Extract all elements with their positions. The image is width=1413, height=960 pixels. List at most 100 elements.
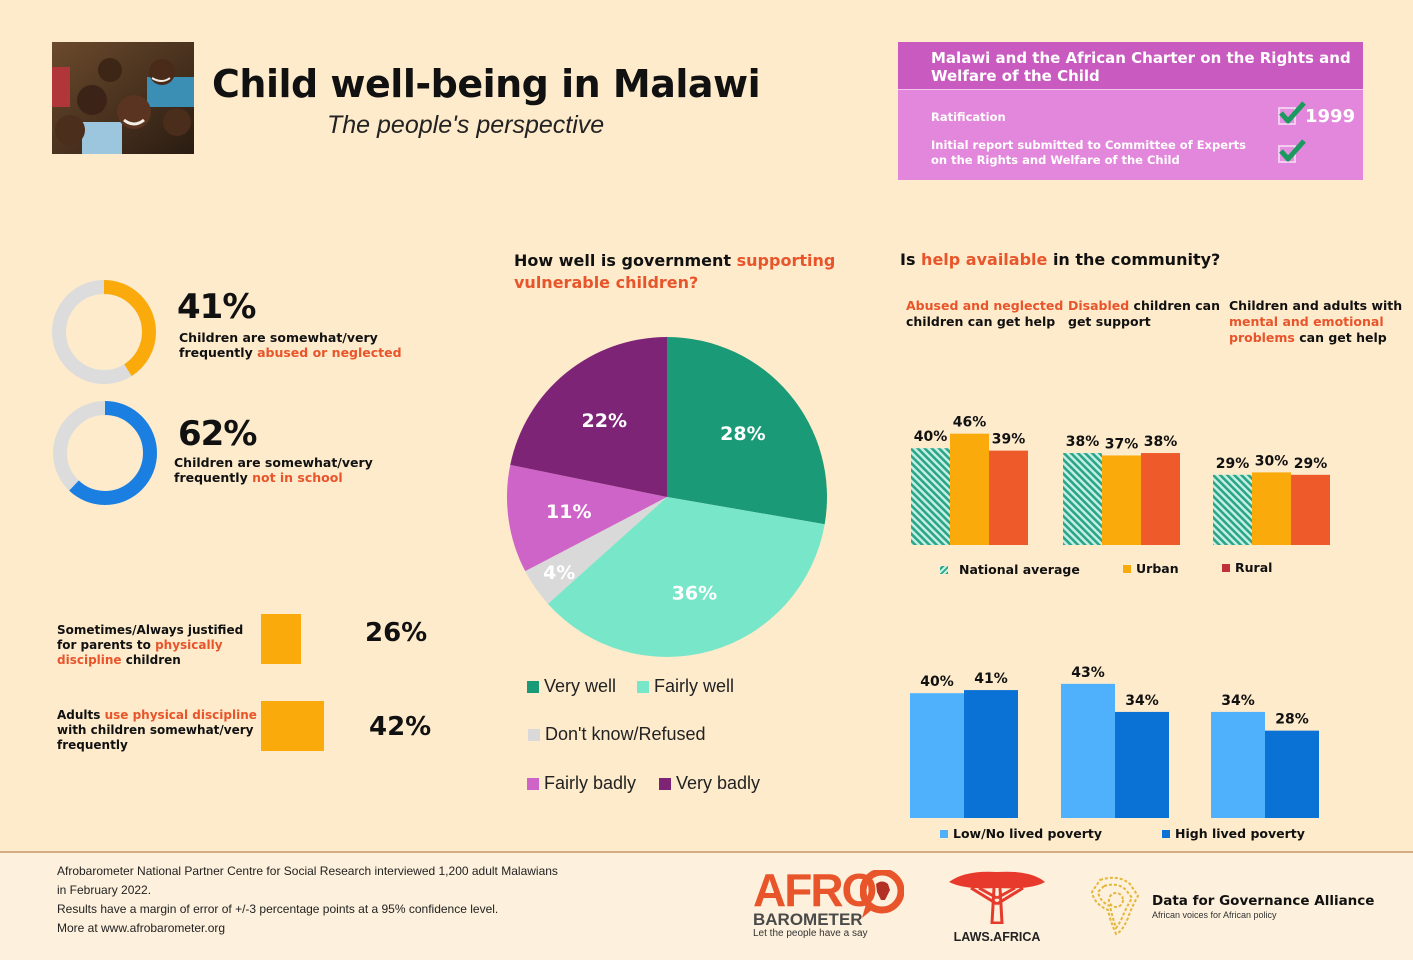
bar-value-label: 34% [1125, 693, 1159, 709]
bar-value-label: 40% [920, 674, 954, 690]
ratification-checkbox [1278, 101, 1306, 125]
pie-data-label: 28% [720, 423, 765, 445]
legend-fairly-badly: Fairly badly [527, 773, 636, 794]
bar-value-label: 40% [914, 429, 948, 445]
mental-highlight1: mental and emotional [1229, 314, 1384, 329]
barometer-wordmark: BAROMETER [753, 910, 863, 929]
pie-question-prefix: How well is government [514, 251, 737, 270]
initial-report-label: Initial report submitted to Committee of… [931, 138, 1246, 168]
legend-swatch [637, 680, 649, 693]
help-q-prefix: Is [900, 250, 922, 269]
legend-urban: Urban [1123, 561, 1179, 576]
disabled-rest2: get support [1068, 314, 1151, 329]
footer-line: Results have a margin of error of +/-3 p… [57, 902, 499, 916]
legend-rural: Rural [1222, 560, 1272, 575]
bar-value-label: 38% [1144, 434, 1178, 450]
use-line1-highlight: use physical discipline [104, 708, 257, 722]
legend-dont-know: Don't know/Refused [528, 724, 706, 745]
legend-high-poverty: High lived poverty [1162, 826, 1305, 841]
bar-low-no-lived-poverty [1211, 711, 1265, 818]
legend-label: Very badly [676, 773, 761, 793]
legend-swatch [659, 777, 671, 790]
abuse-description: Children are somewhat/very frequently ab… [179, 330, 402, 360]
legend-label: Low/No lived poverty [953, 826, 1103, 841]
discipline-use-label: Adults use physical discipline with chil… [57, 708, 257, 753]
discipline-justified-percent: 26% [365, 618, 428, 648]
abuse-percent: 41% [177, 287, 256, 327]
legend-label: National average [959, 562, 1080, 577]
pie-chart: 28% 36% 4% 11% 22% [507, 337, 827, 658]
legend-very-well: Very well [527, 676, 616, 697]
school-description: Children are somewhat/very frequently no… [174, 455, 373, 485]
discipline-justified-label: Sometimes/Always justified for parents t… [57, 623, 243, 668]
poverty-bar-chart: 40% 41% 43% 34% 34% 28% [910, 665, 1319, 818]
legend-label: Urban [1136, 561, 1179, 576]
pie-slice-very-badly [510, 337, 667, 497]
bar-value-label: 39% [992, 432, 1026, 448]
abuse-donut-chart [52, 280, 156, 384]
category-abused-label: Abused and neglected children can get he… [906, 298, 1063, 330]
bar-urban [1252, 472, 1291, 545]
laws-wordmark: LAWS.AFRICA [953, 930, 1041, 944]
legend-swatch [1123, 564, 1131, 573]
legend-national-average: National average [940, 562, 1080, 577]
legend-swatch [1162, 829, 1170, 838]
bar-value-label: 46% [953, 415, 987, 431]
laws-africa-logo: LAWS.AFRICA [945, 868, 1049, 944]
legend-very-badly: Very badly [659, 773, 760, 794]
bar-value-label: 29% [1294, 456, 1328, 472]
bar-low-no-lived-poverty [1061, 683, 1115, 818]
legend-low-poverty: Low/No lived poverty [940, 826, 1102, 841]
africa-speech-bubble-icon [860, 870, 904, 918]
justified-line1: Sometimes/Always justified [57, 623, 244, 637]
legend-swatch [1222, 563, 1230, 572]
discipline-use-percent: 42% [369, 712, 432, 742]
category-mental-label: Children and adults with mental and emot… [1229, 298, 1402, 346]
legend-swatch [940, 565, 948, 574]
initial-report-line2: on the Rights and Welfare of the Child [931, 153, 1180, 167]
page-title: Child well-being in Malawi [212, 62, 761, 106]
school-percent: 62% [178, 414, 257, 454]
school-desc-highlight: not in school [252, 470, 343, 485]
legend-label: Rural [1235, 560, 1273, 575]
disabled-rest1: children can [1129, 298, 1221, 313]
footer-line: in February 2022. [57, 883, 152, 897]
ratification-label: Ratification [931, 110, 1006, 124]
data-for-governance-logo: Data for Governance Alliance African voi… [1088, 874, 1374, 940]
bar-urban [950, 433, 989, 545]
legend-swatch [940, 829, 948, 838]
acacia-tree-icon [949, 871, 1045, 925]
bar-value-label: 43% [1071, 665, 1105, 681]
pie-slice-fairly-well [547, 497, 825, 658]
legend-swatch [528, 728, 540, 741]
use-line3: frequently [57, 738, 128, 752]
bar-value-label: 37% [1105, 436, 1139, 452]
pie-data-label: 36% [672, 582, 717, 604]
initial-report-line1: Initial report submitted to Committee of… [931, 138, 1247, 152]
charter-panel: Malawi and the African Charter on the Ri… [898, 42, 1363, 180]
legend-label: Fairly badly [544, 773, 637, 793]
legend-label: Fairly well [654, 676, 735, 696]
footer [0, 851, 1413, 960]
mental-rest: can get help [1294, 330, 1387, 345]
school-donut-chart [53, 401, 157, 505]
discipline-justified-square [261, 614, 301, 664]
category-disabled-label: Disabled children can get support [1068, 298, 1220, 330]
children-photo [52, 42, 194, 154]
legend-swatch [527, 777, 539, 790]
bar-national-average [911, 448, 950, 545]
pie-data-label: 11% [546, 501, 591, 523]
pie-question: How well is government supporting vulner… [514, 250, 835, 294]
residence-bar-chart: 40% 46% 39% 38% 37% 38% 29% 30% 29% [911, 415, 1330, 545]
use-line1-prefix: Adults [57, 708, 105, 722]
bar-high-lived-poverty [1115, 711, 1169, 818]
bar-value-label: 30% [1255, 453, 1289, 469]
donut-value-arc [52, 280, 156, 384]
pie-data-label: 22% [582, 410, 627, 432]
donut-value-arc [53, 401, 157, 505]
bar-high-lived-poverty [1265, 730, 1319, 818]
footer-link[interactable]: More at www.afrobarometer.org [57, 921, 226, 935]
abuse-desc-line1: Children are somewhat/very [179, 330, 378, 345]
bar-high-lived-poverty [964, 690, 1018, 818]
bar-value-label: 34% [1221, 693, 1255, 709]
